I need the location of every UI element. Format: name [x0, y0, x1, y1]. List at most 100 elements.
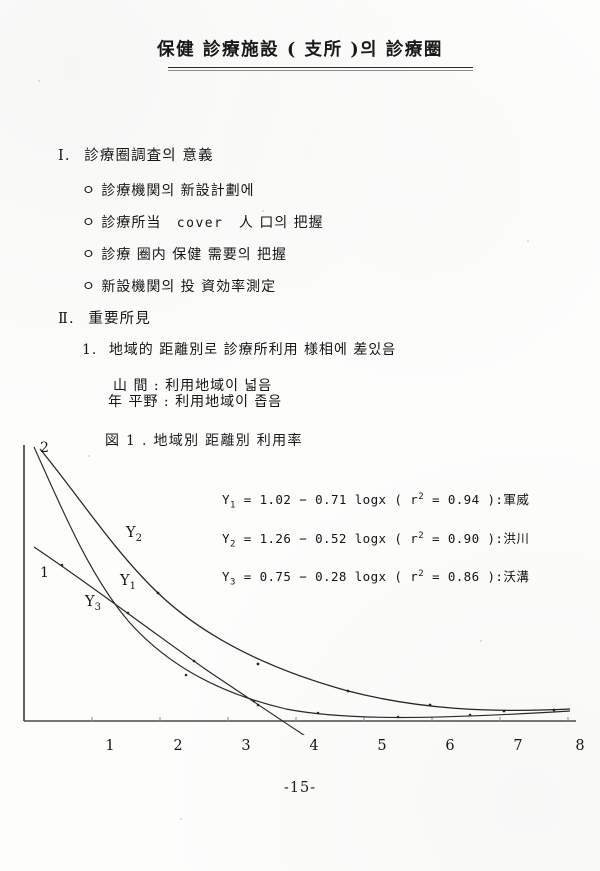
equation-slope: 0.52 — [315, 530, 347, 546]
x-tick-label-7: 7 — [513, 738, 523, 754]
equation-region: 沃溝 — [503, 569, 530, 585]
section-heading-2: Ⅱ. 重要所見 — [58, 307, 151, 328]
title-underline-secondary — [168, 69, 473, 71]
curve-label-base: Y — [126, 525, 136, 541]
bullet-text: 診療機関의 新設計劃에 — [101, 183, 255, 199]
equation-r-equals: = — [431, 530, 440, 546]
equation-equals: = — [243, 492, 252, 508]
bullet-item-2: ㅇ 診療所当 cover 人 口의 把握 — [82, 212, 324, 232]
chart-svg — [23, 445, 576, 735]
observation-label: 山 間 — [113, 378, 149, 394]
equation-paren-open: ( — [394, 492, 403, 508]
curve-y3-points — [60, 563, 260, 707]
finding-number: 1. — [82, 342, 98, 358]
equation-intercept: 0.75 — [259, 569, 292, 585]
x-tick-label-6: 6 — [445, 738, 455, 754]
observation-text: 利用地域이 넓음 — [165, 378, 273, 394]
observation-item-2: 年 平野 : 利用地域이 좁음 — [108, 391, 282, 411]
equation-r-symbol: r — [410, 492, 419, 508]
equation-term: logx — [354, 492, 387, 508]
x-tick-label-1: 1 — [105, 738, 115, 754]
scan-speck — [180, 818, 182, 820]
equation-r-exponent: 2 — [418, 530, 425, 541]
x-tick-label-4: 4 — [309, 738, 319, 754]
curve-label-sub: 3 — [94, 601, 101, 613]
curve-y1 — [33, 446, 571, 719]
equation-r-symbol: r — [410, 569, 419, 585]
equation-equals: = — [243, 530, 252, 546]
section-marker: Ⅰ. — [58, 148, 71, 164]
equation-list: Y1 = 1.02 − 0.71 logx ( r2 = 0.94 ):軍威 Y… — [222, 482, 529, 598]
curve-y2-points — [156, 591, 556, 713]
curve-label-y1: Y1 — [120, 573, 136, 592]
equation-paren-open: ( — [394, 569, 403, 585]
observation-separator: : — [153, 378, 160, 394]
equation-minus: − — [299, 569, 308, 585]
equation-slope: 0.71 — [315, 492, 347, 508]
bullet-text: 診療所当 — [101, 215, 162, 231]
equation-r-exponent: 2 — [418, 492, 425, 502]
bullet-text: 新設機関의 投 資効率測定 — [101, 279, 277, 295]
figure-caption: 図 1 . 地域別 距離別 利用率 — [105, 433, 303, 449]
equation-lhs: Y — [222, 492, 230, 508]
equation-minus: − — [299, 492, 308, 508]
figure-chart — [18, 443, 580, 735]
x-tick-label-2: 2 — [173, 738, 183, 754]
x-tick-label-3: 3 — [241, 738, 251, 754]
equation-paren-close: ) — [487, 569, 496, 585]
equation-paren-open: ( — [394, 530, 403, 546]
bullet-mono-term: cover — [176, 216, 224, 231]
curve-y3 — [33, 546, 305, 735]
bullet-text: 診療 圈内 保健 需要의 把握 — [101, 247, 288, 263]
equation-row-1: Y1 = 1.02 − 0.71 logx ( r2 = 0.94 ):軍威 — [222, 482, 529, 521]
section-title: 重要所見 — [88, 311, 151, 327]
equation-r-equals: = — [431, 492, 440, 508]
section-heading-1: Ⅰ. 診療圈調査의 意義 — [58, 144, 214, 165]
equation-lhs: Y — [222, 530, 230, 546]
equation-r-equals: = — [431, 569, 440, 585]
equation-intercept: 1.26 — [259, 530, 292, 546]
x-tick-label-8: 8 — [575, 738, 585, 754]
bullet-item-1: ㅇ 診療機関의 新設計劃에 — [82, 180, 255, 200]
scan-speck — [262, 210, 264, 212]
equation-colon: : — [495, 492, 504, 508]
bullet-text-tail: 人 口의 把握 — [238, 215, 324, 231]
x-axis-ticks — [91, 717, 569, 722]
curve-label-y3: Y3 — [85, 594, 101, 613]
equation-term: logx — [354, 530, 387, 546]
equation-r-value: 0.94 — [447, 492, 480, 508]
equation-r-symbol: r — [410, 530, 419, 546]
equation-lhs: Y — [222, 569, 230, 585]
scan-speck — [480, 640, 482, 642]
equation-r-value: 0.86 — [447, 569, 480, 585]
x-axis-tick-labels: 1 2 3 4 5 6 7 8 — [18, 738, 584, 760]
section-marker: Ⅱ. — [58, 311, 75, 327]
equation-term: logx — [354, 569, 387, 585]
equation-row-3: Y3 = 0.75 − 0.28 logx ( r2 = 0.86 ):沃溝 — [222, 559, 529, 598]
equation-colon: : — [495, 530, 504, 546]
observation-separator: : — [163, 394, 170, 410]
equation-lhs-sub: 1 — [229, 500, 236, 511]
bullet-symbol: ㅇ — [82, 247, 96, 263]
y-axis-label-1: 1 — [40, 565, 49, 581]
equation-lhs-sub: 3 — [229, 577, 236, 588]
curve-label-base: Y — [120, 573, 130, 589]
bullet-symbol: ㅇ — [82, 279, 96, 295]
equation-row-2: Y2 = 1.26 − 0.52 logx ( r2 = 0.90 ):洪川 — [222, 521, 529, 560]
finding-text: 地域的 距離別로 診療所利用 様相에 差있음 — [108, 342, 397, 358]
title-underline — [168, 67, 473, 68]
equation-slope: 0.28 — [315, 569, 347, 585]
curve-label-sub: 2 — [135, 532, 142, 544]
curve-y2 — [39, 448, 571, 712]
equation-region: 洪川 — [503, 530, 530, 546]
x-tick-label-5: 5 — [377, 738, 387, 754]
observation-text: 利用地域이 좁음 — [175, 394, 283, 410]
equation-paren-close: ) — [487, 530, 496, 546]
page-number: -15- — [283, 780, 317, 796]
equation-r-exponent: 2 — [418, 569, 425, 580]
scan-speck — [527, 240, 529, 242]
curve-y1-points — [184, 673, 472, 719]
finding-item-1: 1. 地域的 距離別로 診療所利用 様相에 差있음 — [82, 339, 396, 359]
equation-paren-close: ) — [487, 492, 496, 508]
